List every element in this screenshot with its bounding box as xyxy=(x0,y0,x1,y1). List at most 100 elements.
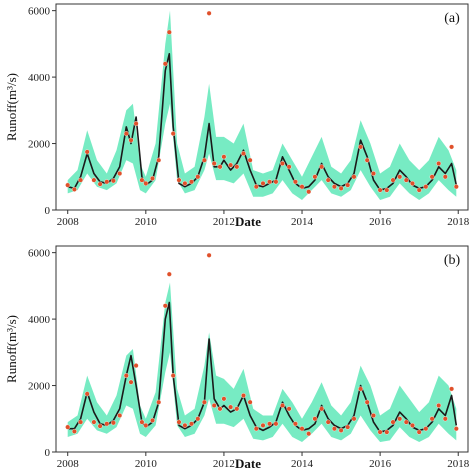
plot-frame xyxy=(55,245,469,453)
observed-point xyxy=(117,413,123,419)
observed-point xyxy=(267,421,273,427)
observed-point xyxy=(195,416,201,422)
observed-point xyxy=(410,180,416,186)
observed-point xyxy=(306,431,312,437)
x-tick-label: 2016 xyxy=(369,216,392,228)
observed-point xyxy=(429,174,435,180)
observed-point xyxy=(84,149,90,155)
observed-point xyxy=(338,427,344,433)
y-tick-label: 4000 xyxy=(28,314,51,326)
observed-point xyxy=(97,423,103,429)
observed-point xyxy=(221,154,227,160)
observed-point xyxy=(110,420,116,426)
observed-point xyxy=(97,181,103,187)
observed-point xyxy=(312,174,318,180)
observed-point xyxy=(211,160,217,166)
panel-label: (a) xyxy=(444,11,460,26)
observed-point xyxy=(156,157,162,163)
x-tick-label: 2008 xyxy=(57,458,80,470)
observed-point xyxy=(292,179,298,185)
observed-point xyxy=(133,363,139,369)
chart-panel-2: 2008 2010 2012 2014 2016 2018 0 2000 4000 6000 Dat… xyxy=(4,245,470,471)
observed-point xyxy=(228,162,234,168)
x-tick-label: 2012 xyxy=(213,458,235,470)
observed-point xyxy=(162,303,168,309)
plot-frame xyxy=(55,3,469,211)
observed-point xyxy=(364,157,370,163)
observed-point xyxy=(436,403,442,409)
x-tick-label: 2014 xyxy=(291,216,314,228)
observed-point xyxy=(128,137,134,143)
observed-point xyxy=(377,187,383,193)
observed-point xyxy=(84,391,90,397)
observed-point xyxy=(166,29,172,35)
observed-point xyxy=(267,179,273,185)
observed-point xyxy=(390,177,396,183)
observed-point xyxy=(331,184,337,190)
observed-point xyxy=(351,174,357,180)
observed-point xyxy=(156,399,162,405)
observed-point xyxy=(416,187,422,193)
y-tick-label: 0 xyxy=(45,205,51,217)
observed-point xyxy=(286,164,292,170)
observed-point xyxy=(188,421,194,427)
x-tick-label: 2018 xyxy=(447,458,470,470)
observed-point xyxy=(319,406,325,412)
observed-point xyxy=(338,185,344,191)
observed-point xyxy=(260,422,266,428)
observed-point xyxy=(104,179,110,185)
observed-point xyxy=(260,180,266,186)
observed-point xyxy=(71,428,77,434)
observed-point xyxy=(65,424,71,430)
observed-point xyxy=(377,429,383,435)
observed-point xyxy=(143,422,149,428)
observed-point xyxy=(188,179,194,185)
x-tick-label: 2010 xyxy=(135,216,158,228)
observed-point xyxy=(453,426,459,432)
observed-point xyxy=(403,419,409,425)
observed-point xyxy=(253,184,259,190)
observed-point xyxy=(182,422,188,428)
observed-point xyxy=(423,184,429,190)
observed-point xyxy=(221,396,227,402)
observed-point xyxy=(319,164,325,170)
observed-point xyxy=(312,416,318,422)
observed-point xyxy=(206,10,212,16)
observed-point xyxy=(364,399,370,405)
observed-point xyxy=(397,416,403,422)
observed-point xyxy=(442,174,448,180)
observed-point xyxy=(325,419,331,425)
observed-point xyxy=(139,177,145,183)
observed-point xyxy=(280,160,286,166)
observed-point xyxy=(371,413,377,419)
observed-point xyxy=(123,131,129,137)
observed-point xyxy=(292,421,298,427)
observed-point xyxy=(91,177,97,183)
uncertainty-band xyxy=(67,10,457,200)
observed-point xyxy=(234,406,240,412)
observed-point xyxy=(78,177,84,183)
observed-point xyxy=(436,160,442,166)
observed-point xyxy=(390,419,396,425)
observed-point xyxy=(384,187,390,193)
observed-point xyxy=(306,189,312,195)
observed-point xyxy=(123,373,129,379)
observed-point xyxy=(410,422,416,428)
observed-point xyxy=(453,184,459,190)
observed-point xyxy=(273,421,279,427)
observed-point xyxy=(117,170,123,176)
observed-point xyxy=(201,157,207,163)
observed-point xyxy=(247,157,253,163)
observed-point xyxy=(149,417,155,423)
observed-point xyxy=(358,386,364,392)
observed-point xyxy=(429,416,435,422)
observed-point xyxy=(71,186,77,192)
observed-point xyxy=(206,252,212,258)
observed-point xyxy=(280,403,286,409)
observed-point xyxy=(201,399,207,405)
panel-label: (b) xyxy=(444,253,461,268)
y-axis-label: Runoff(m³/s) xyxy=(4,315,19,383)
y-tick-label: 2000 xyxy=(28,139,51,151)
x-axis-label: Date xyxy=(235,214,261,229)
simulated-line xyxy=(67,301,458,433)
